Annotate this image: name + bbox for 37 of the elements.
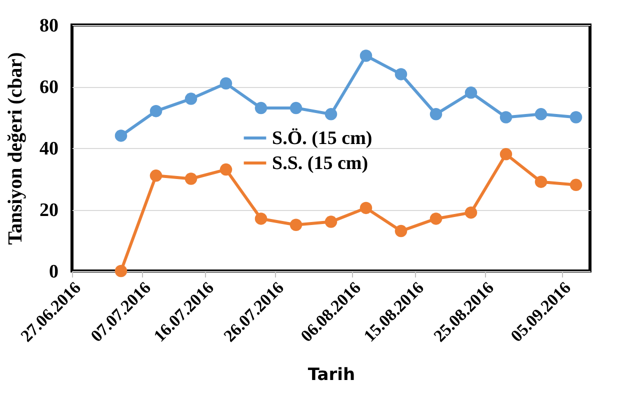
legend-label: S.S. (15 cm) xyxy=(272,153,368,174)
point xyxy=(150,170,162,182)
point xyxy=(254,102,268,114)
y-axis-title: Tansiyon değeri (cbar) xyxy=(4,52,26,245)
x-axis-title: Tarih xyxy=(308,364,356,385)
point xyxy=(114,264,128,278)
point xyxy=(150,104,162,118)
point xyxy=(394,68,408,80)
point xyxy=(290,102,302,114)
point xyxy=(290,218,302,231)
point xyxy=(464,206,478,219)
point xyxy=(430,108,442,120)
point xyxy=(394,224,408,238)
point xyxy=(534,176,548,188)
point xyxy=(184,172,198,185)
point xyxy=(114,130,128,142)
point xyxy=(324,108,338,120)
legend-label: S.Ö. (15 cm) xyxy=(272,128,372,149)
point xyxy=(360,50,372,62)
point xyxy=(570,178,582,192)
point xyxy=(220,77,232,90)
point xyxy=(184,92,198,105)
y-tick-label: 40 xyxy=(40,138,58,160)
point xyxy=(220,163,232,176)
point xyxy=(570,111,582,124)
point xyxy=(534,108,548,120)
point xyxy=(464,86,478,99)
point xyxy=(324,216,338,228)
point xyxy=(254,212,268,225)
point xyxy=(360,202,372,214)
point xyxy=(430,212,442,225)
y-tick-label: 20 xyxy=(40,200,58,221)
point xyxy=(500,148,512,160)
point xyxy=(500,111,512,124)
y-tick-label: 60 xyxy=(40,77,58,98)
y-tick-label: 80 xyxy=(40,16,58,36)
y-tick-label: 0 xyxy=(49,262,58,282)
